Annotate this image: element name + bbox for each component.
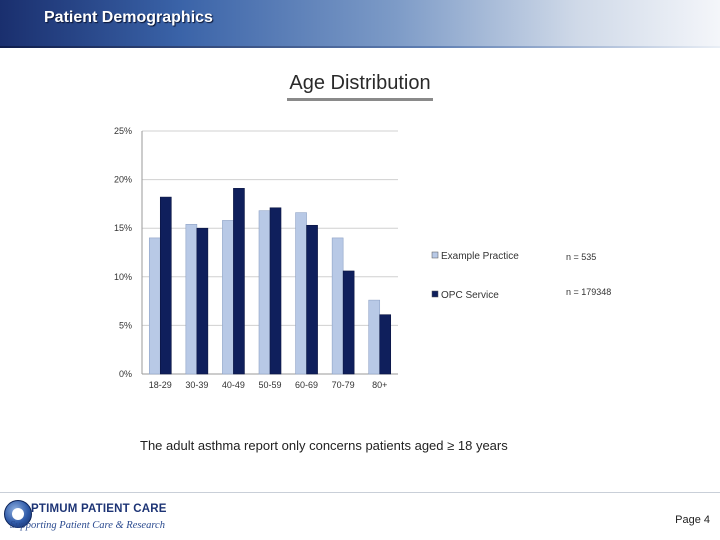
bar: [269, 207, 282, 375]
bar: [306, 224, 318, 375]
bar: [159, 196, 172, 375]
x-tick-label: 18-29: [149, 380, 172, 390]
bar: [295, 212, 307, 375]
page-number: Page 4: [675, 514, 710, 526]
bar-chart: 0% 5% 10% 15% 20% 25% 18-29 30-39 40-49 50-59 60-…: [114, 126, 611, 390]
x-tick-label: 30-39: [185, 380, 208, 390]
x-tick-label: 60-69: [295, 380, 318, 390]
bars: [148, 188, 392, 375]
bar: [258, 210, 271, 375]
logo-o-icon: [4, 500, 32, 528]
legend-swatch: [431, 251, 439, 259]
x-tick-label: 80+: [372, 380, 387, 390]
x-tick-label: 40-49: [222, 380, 245, 390]
bar: [331, 237, 344, 375]
x-tick-label: 50-59: [258, 380, 281, 390]
slide-title: Age Distribution: [0, 72, 720, 101]
header-bar: Patient Demographics: [0, 0, 720, 48]
x-tick-label: 70-79: [332, 380, 355, 390]
x-axis-ticks: 18-29 30-39 40-49 50-59 60-69 70-79 80+: [149, 380, 388, 390]
y-tick-label: 5%: [119, 320, 132, 330]
chart-area: 0% 5% 10% 15% 20% 25% 18-29 30-39 40-49 50-59 60-…: [96, 118, 626, 398]
legend-label: Example Practice: [441, 251, 519, 262]
y-tick-label: 10%: [114, 272, 132, 282]
y-tick-label: 0%: [119, 369, 132, 379]
y-tick-label: 25%: [114, 126, 132, 136]
bar: [185, 224, 198, 375]
sample-size-label: n = 179348: [566, 287, 611, 297]
legend-label: OPC Service: [441, 290, 499, 301]
company-logo: PTIMUM PATIENT CARE Supporting Patient C…: [4, 498, 174, 538]
header-title: Patient Demographics: [44, 9, 213, 26]
annotations: n = 535 n = 179348: [566, 252, 611, 297]
bar: [342, 270, 355, 375]
logo-name: PTIMUM PATIENT CARE: [31, 503, 167, 515]
footer-divider: [0, 492, 720, 493]
sample-size-label: n = 535: [566, 252, 596, 262]
y-axis-ticks: 0% 5% 10% 15% 20% 25%: [114, 126, 132, 379]
bar: [148, 237, 161, 375]
y-tick-label: 15%: [114, 223, 132, 233]
bar: [233, 188, 245, 375]
legend-swatch: [431, 290, 439, 298]
bar: [222, 220, 234, 375]
legend: Example Practice OPC Service: [431, 251, 519, 301]
y-tick-label: 20%: [114, 175, 132, 185]
bar: [368, 299, 381, 375]
bar: [379, 314, 392, 375]
logo-tagline: Supporting Patient Care & Research: [10, 520, 165, 531]
slide-title-text: Age Distribution: [287, 72, 433, 101]
bar: [196, 227, 209, 375]
footnote: The adult asthma report only concerns pa…: [140, 438, 508, 453]
